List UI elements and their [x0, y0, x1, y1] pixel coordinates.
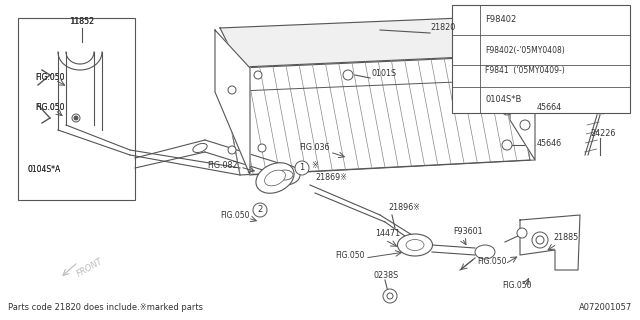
Bar: [452, 5, 630, 113]
Text: 11852: 11852: [69, 18, 95, 27]
Text: 2: 2: [463, 71, 468, 81]
Text: Parts code 21820 does include.※marked parts: Parts code 21820 does include.※marked pa…: [8, 303, 203, 313]
Circle shape: [458, 92, 474, 108]
Circle shape: [228, 86, 236, 94]
Text: FIG.050: FIG.050: [35, 74, 65, 83]
Text: 0101S: 0101S: [372, 69, 397, 78]
Circle shape: [295, 161, 309, 175]
Text: 0104S*A: 0104S*A: [28, 165, 61, 174]
Circle shape: [458, 12, 474, 28]
Text: 0104S*A: 0104S*A: [28, 165, 61, 174]
Text: 24226: 24226: [590, 129, 616, 138]
Text: FIG.050: FIG.050: [35, 74, 65, 83]
Text: F93601: F93601: [453, 228, 483, 236]
Circle shape: [520, 80, 530, 90]
Text: 21820: 21820: [430, 23, 455, 33]
Text: A072001057: A072001057: [579, 303, 632, 313]
Circle shape: [532, 232, 548, 248]
Ellipse shape: [270, 165, 300, 185]
Text: 21896※: 21896※: [388, 204, 420, 212]
Text: FIG.050: FIG.050: [502, 281, 532, 290]
Circle shape: [520, 120, 530, 130]
Circle shape: [254, 71, 262, 79]
Text: 3: 3: [463, 95, 468, 105]
Ellipse shape: [193, 143, 207, 153]
Polygon shape: [510, 16, 535, 160]
Text: ※: ※: [311, 161, 318, 170]
Bar: [18, 18, 135, 200]
Ellipse shape: [264, 170, 285, 186]
Polygon shape: [215, 30, 250, 175]
Circle shape: [74, 116, 78, 120]
Text: 0238S: 0238S: [373, 270, 398, 279]
Text: 21885: 21885: [553, 234, 579, 243]
Ellipse shape: [475, 245, 495, 259]
Text: F98402: F98402: [485, 15, 516, 25]
Text: 45646: 45646: [537, 140, 562, 148]
Text: F9841  ('05MY0409-): F9841 ('05MY0409-): [485, 67, 564, 76]
Text: FRONT: FRONT: [76, 257, 105, 279]
Ellipse shape: [397, 234, 433, 256]
Ellipse shape: [277, 170, 293, 180]
Circle shape: [72, 114, 80, 122]
Polygon shape: [220, 55, 530, 175]
Circle shape: [502, 105, 512, 115]
Circle shape: [502, 140, 512, 150]
Text: 2: 2: [257, 205, 262, 214]
Text: FIG.050: FIG.050: [35, 103, 65, 113]
Circle shape: [536, 236, 544, 244]
Text: FIG.050: FIG.050: [477, 258, 507, 267]
Text: FIG.050: FIG.050: [220, 211, 250, 220]
Text: FIG.036: FIG.036: [300, 143, 330, 153]
Circle shape: [228, 146, 236, 154]
Text: 11852: 11852: [70, 18, 94, 27]
Circle shape: [387, 293, 393, 299]
Circle shape: [253, 203, 267, 217]
Text: 1: 1: [300, 164, 305, 172]
Text: 14471: 14471: [375, 229, 400, 238]
Text: 45664: 45664: [537, 102, 562, 111]
Ellipse shape: [256, 163, 294, 193]
Circle shape: [458, 68, 474, 84]
Text: FIG.082: FIG.082: [207, 161, 238, 170]
Ellipse shape: [406, 239, 424, 251]
Circle shape: [383, 289, 397, 303]
Circle shape: [343, 70, 353, 80]
Text: FIG.050: FIG.050: [35, 103, 65, 113]
Circle shape: [517, 228, 527, 238]
Text: F98402(-'05MY0408): F98402(-'05MY0408): [485, 46, 564, 55]
Text: 0104S*B: 0104S*B: [485, 95, 522, 105]
Circle shape: [258, 144, 266, 152]
Polygon shape: [220, 16, 530, 68]
Text: 1: 1: [463, 15, 468, 25]
Text: 21869※: 21869※: [315, 173, 347, 182]
Text: FIG.050: FIG.050: [335, 251, 365, 260]
